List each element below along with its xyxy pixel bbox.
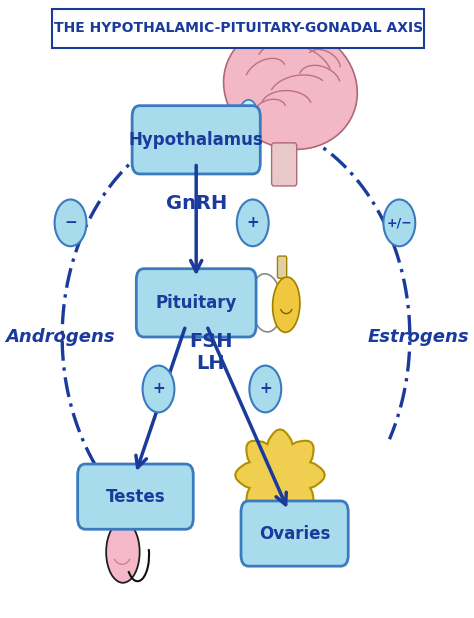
Circle shape: [237, 200, 269, 246]
Ellipse shape: [106, 521, 140, 583]
Text: Pituitary: Pituitary: [155, 294, 237, 312]
FancyBboxPatch shape: [241, 501, 348, 566]
Text: Estrogens: Estrogens: [367, 328, 469, 345]
Text: +: +: [246, 215, 259, 231]
FancyBboxPatch shape: [132, 106, 260, 174]
Circle shape: [240, 100, 257, 124]
FancyBboxPatch shape: [78, 464, 193, 529]
Polygon shape: [235, 430, 325, 521]
Text: +: +: [152, 381, 165, 397]
Text: GnRH: GnRH: [165, 193, 227, 213]
Text: FSH
LH: FSH LH: [189, 332, 233, 373]
Text: +: +: [259, 381, 272, 397]
Text: Testes: Testes: [106, 488, 165, 506]
Ellipse shape: [250, 274, 282, 332]
Circle shape: [55, 200, 86, 246]
FancyBboxPatch shape: [52, 9, 425, 48]
Text: THE HYPOTHALAMIC-PITUITARY-GONADAL AXIS: THE HYPOTHALAMIC-PITUITARY-GONADAL AXIS: [54, 22, 423, 35]
Ellipse shape: [224, 25, 357, 150]
FancyBboxPatch shape: [137, 269, 256, 337]
FancyBboxPatch shape: [272, 143, 297, 186]
Circle shape: [143, 366, 174, 412]
Text: Androgens: Androgens: [5, 328, 115, 345]
FancyBboxPatch shape: [277, 256, 287, 278]
Ellipse shape: [273, 277, 300, 332]
Circle shape: [249, 366, 281, 412]
Text: +/−: +/−: [386, 216, 412, 229]
Text: Ovaries: Ovaries: [259, 525, 330, 543]
Text: −: −: [64, 215, 77, 231]
Text: Hypothalamus: Hypothalamus: [129, 131, 264, 149]
Circle shape: [383, 200, 415, 246]
